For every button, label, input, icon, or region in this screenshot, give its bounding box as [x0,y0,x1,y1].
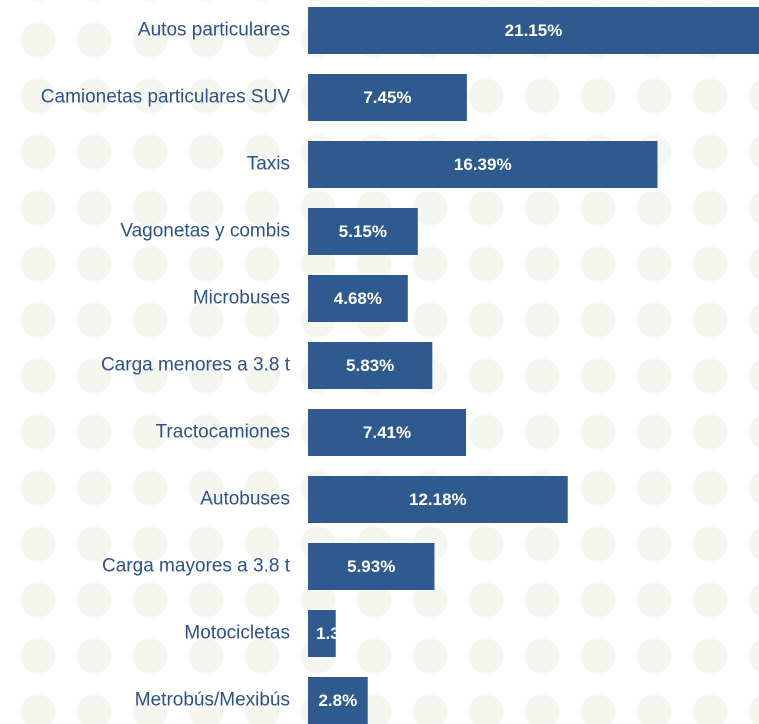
category-label: Vagonetas y combis [120,221,290,242]
category-label: Autos particulares [138,20,290,41]
bar [308,543,435,590]
value-label: 5.15% [339,222,387,241]
bar [308,476,568,523]
category-label: Taxis [247,154,290,175]
value-label: 1.3% [316,624,355,643]
bar [308,610,336,657]
category-label: Carga menores a 3.8 t [101,355,291,376]
category-label: Carga mayores a 3.8 t [102,556,291,577]
bar [308,141,658,188]
bar [308,7,759,54]
category-label: Microbuses [193,288,290,309]
value-label: 12.18% [409,490,467,509]
value-label: 21.15% [505,21,563,40]
value-label: 5.93% [347,557,395,576]
value-label: 16.39% [454,155,512,174]
category-label: Metrobús/Mexibús [135,690,290,711]
bar [308,677,368,724]
bar [308,208,418,255]
category-label: Camionetas particulares SUV [41,87,291,108]
bar [308,409,467,456]
value-label: 4.68% [334,289,382,308]
category-label: Tractocamiones [156,422,290,443]
category-label: Autobuses [200,489,290,510]
category-label: Motocicletas [184,623,290,644]
value-label: 5.83% [346,356,394,375]
bar [308,342,433,389]
value-label: 7.41% [363,423,411,442]
value-label: 2.8% [318,691,357,710]
bar [308,275,408,322]
bar [308,74,467,121]
value-label: 7.45% [363,88,411,107]
